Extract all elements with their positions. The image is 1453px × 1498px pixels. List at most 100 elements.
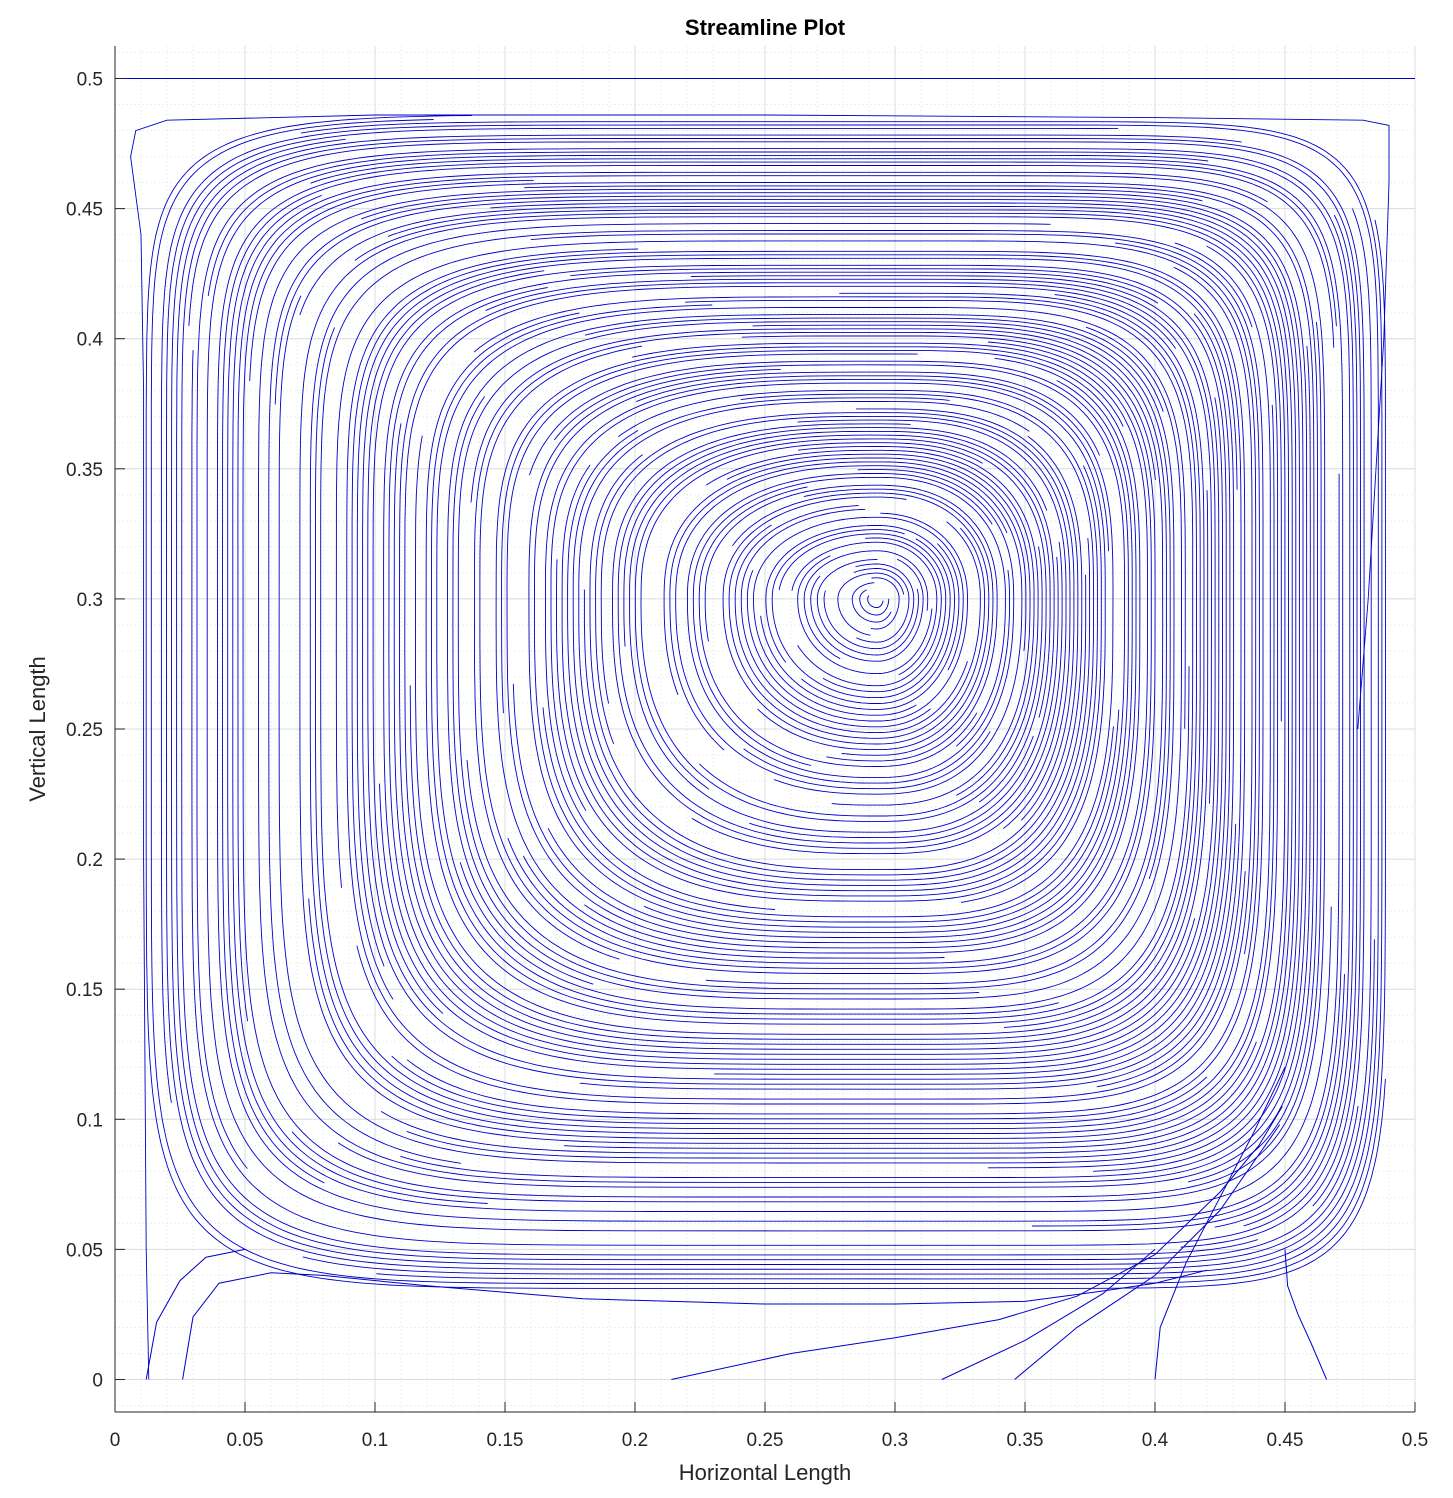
streamline [227, 194, 1332, 1212]
streamline [556, 465, 1102, 902]
x-tick-label: 0.35 [1007, 1430, 1044, 1451]
streamline [362, 257, 1238, 1085]
streamline [474, 331, 1156, 960]
streamline [196, 148, 1354, 1227]
streamline [473, 296, 1197, 1028]
streamline [258, 188, 1311, 1183]
streamline-bottom [145, 1248, 246, 1380]
streamline [691, 419, 1067, 855]
streamline [837, 572, 905, 636]
streamline [470, 328, 1164, 985]
streamline [171, 138, 1372, 1265]
y-tick-label: 0.2 [77, 850, 103, 871]
streamline [207, 151, 1351, 1228]
streamline [309, 223, 1275, 1135]
streamline [753, 516, 964, 716]
streamline [222, 165, 1335, 1184]
x-tick-label: 0.25 [747, 1430, 784, 1451]
streamline [728, 521, 981, 739]
streamline [797, 537, 942, 687]
streamline [771, 529, 951, 699]
streamline [870, 577, 900, 630]
x-axis-label: Horizontal Length [679, 1460, 851, 1485]
streamline-bottom [182, 1269, 1208, 1380]
streamline [791, 541, 938, 676]
streamline [388, 275, 1220, 1060]
streamline [726, 453, 1031, 806]
streamline [495, 346, 1124, 959]
streamline [206, 154, 1345, 1232]
y-tick-label: 0 [92, 1370, 103, 1391]
streamline [181, 138, 1365, 1256]
streamline [528, 360, 1129, 939]
streamline [409, 294, 1205, 1040]
streamline [816, 559, 919, 656]
streamline [550, 382, 1106, 903]
streamline [704, 484, 998, 762]
streamline [188, 141, 1361, 1248]
streamline [166, 127, 1375, 1270]
streamline [242, 179, 1322, 1198]
streamline [506, 353, 1137, 949]
x-tick-label: 0.1 [362, 1430, 388, 1451]
streamline [589, 408, 1079, 871]
streamline [404, 285, 1209, 1045]
streamline [572, 397, 1091, 886]
streamline [150, 119, 1386, 1285]
streamline [356, 254, 1242, 1090]
streamlines [115, 78, 1415, 1380]
streamline [393, 278, 1216, 1055]
streamline [743, 469, 1015, 784]
streamline [315, 242, 1271, 1130]
streamline [278, 202, 1297, 1164]
streamline [686, 473, 1010, 779]
streamline [522, 342, 1148, 964]
streamline [698, 486, 978, 767]
streamline [452, 317, 1175, 1000]
streamline [512, 380, 1133, 944]
y-tick-label: 0.4 [77, 330, 104, 351]
y-tick-label: 0.05 [66, 1240, 103, 1261]
streamline [663, 457, 1027, 695]
streamline-bottom [1284, 1249, 1328, 1380]
streamline [415, 292, 1201, 1035]
streamline [346, 248, 1246, 1100]
streamline [692, 476, 1006, 766]
y-tick-label: 0.3 [77, 590, 103, 611]
streamline [459, 326, 1182, 1010]
streamline [803, 550, 929, 660]
streamline-bottom [1014, 1124, 1281, 1380]
streamline [722, 496, 986, 745]
streamline [145, 115, 1386, 1289]
streamline [447, 314, 1164, 985]
streamline [810, 558, 924, 662]
streamline [803, 488, 994, 756]
chart-title: Streamline Plot [685, 15, 846, 40]
streamline [457, 321, 1171, 995]
streamline [545, 378, 1110, 910]
y-tick-label: 0.15 [66, 980, 103, 1001]
streamline [356, 266, 1253, 1105]
streamline [337, 185, 1315, 1188]
streamline [335, 240, 1257, 955]
streamline [705, 449, 1035, 796]
streamline [732, 492, 990, 751]
streamline [436, 307, 1186, 1015]
streamline [391, 233, 1264, 1120]
x-tick-label: 0.15 [487, 1430, 524, 1451]
streamline [867, 595, 884, 608]
y-axis-label: Vertical Length [25, 656, 50, 802]
streamline [237, 175, 1326, 1203]
streamline [640, 442, 1043, 822]
streamline [249, 182, 1318, 1183]
streamline [765, 525, 955, 704]
streamline [232, 171, 1268, 1204]
streamline [320, 230, 1253, 1125]
y-tick-label: 0.45 [66, 200, 103, 221]
streamline [623, 430, 1055, 839]
streamline [746, 512, 968, 722]
x-tick-label: 0.5 [1402, 1430, 1428, 1451]
streamline-bottom [671, 1106, 1283, 1380]
streamline [797, 555, 933, 675]
streamline [367, 270, 1235, 1080]
